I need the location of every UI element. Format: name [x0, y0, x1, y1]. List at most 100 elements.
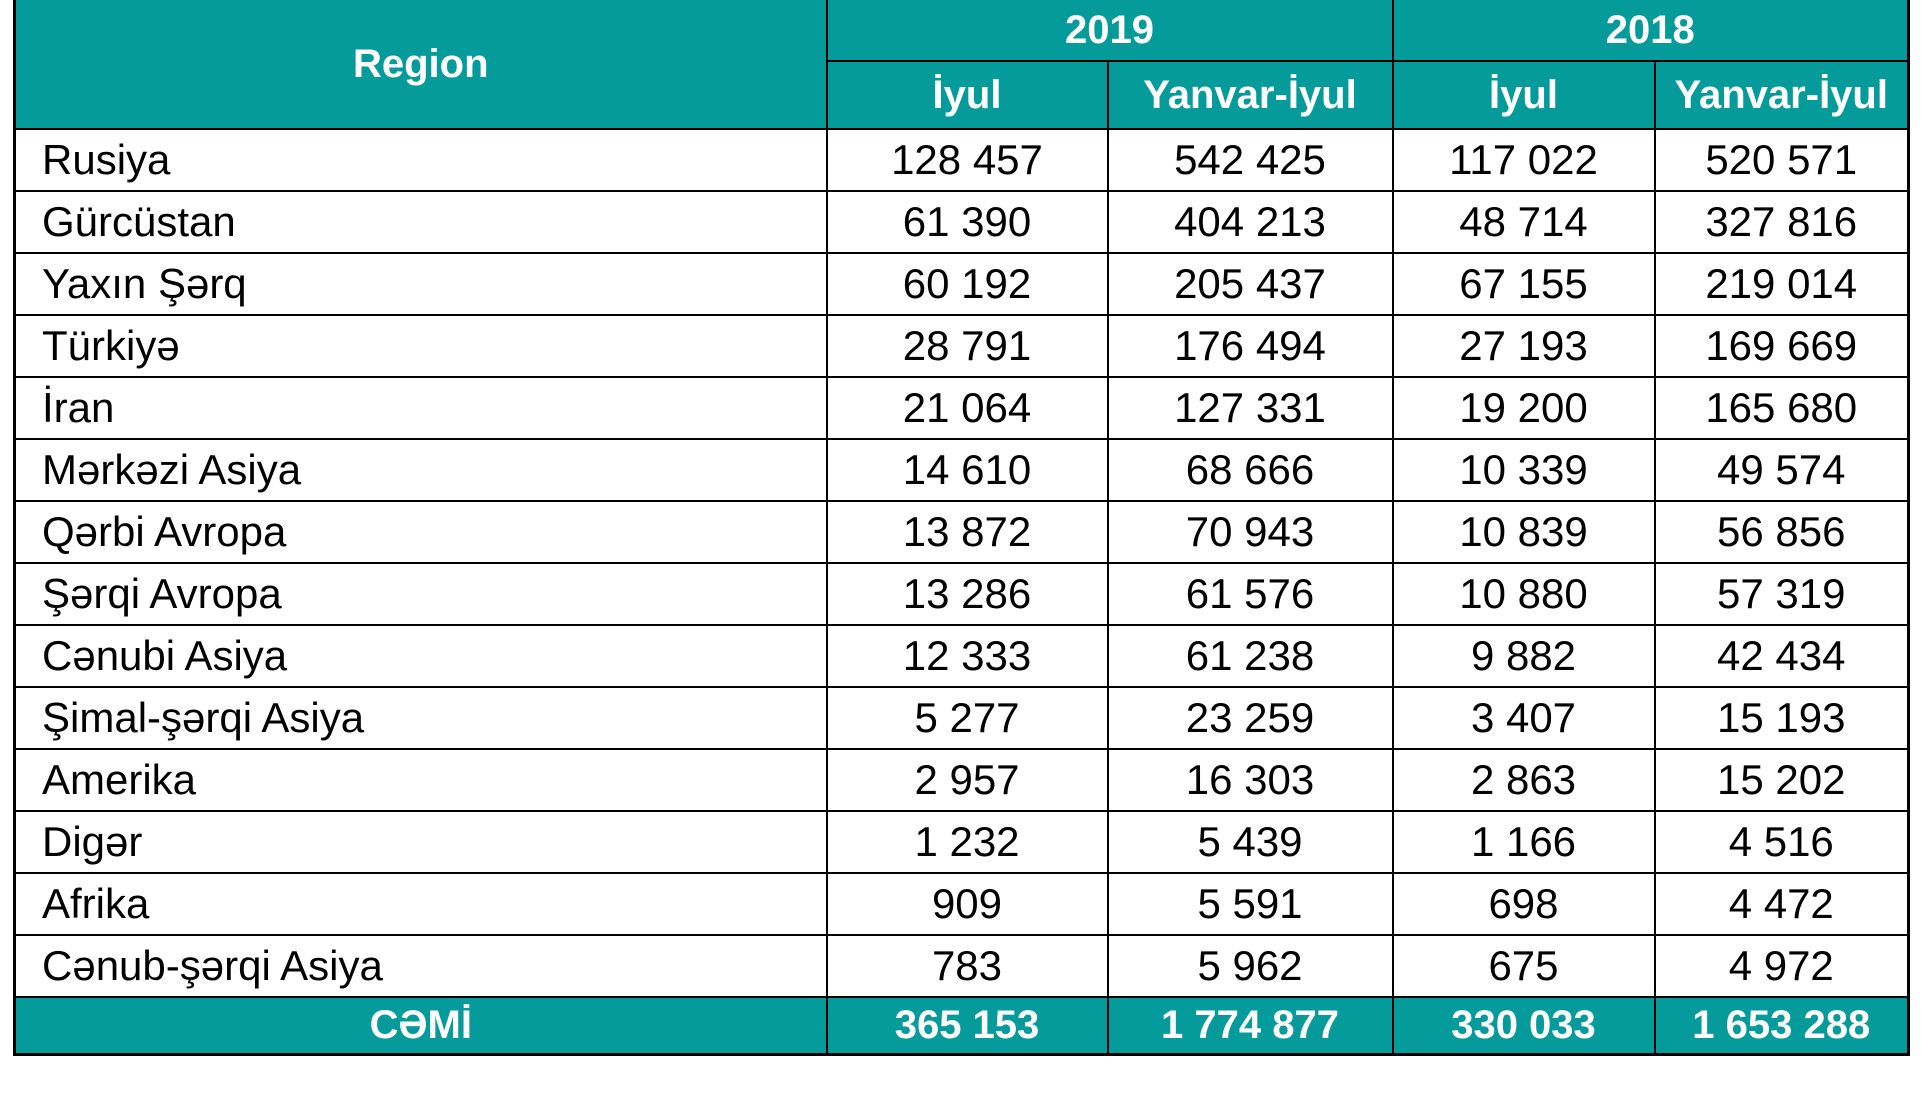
value-cell: 61 390: [825, 190, 1109, 254]
table-row: Şərqi Avropa 13 286 61 576 10 880 57 319: [13, 562, 1910, 626]
table-row: Cənubi Asiya 12 333 61 238 9 882 42 434: [13, 624, 1910, 688]
table-row: Türkiyə 28 791 176 494 27 193 169 669: [13, 314, 1910, 378]
table-row: Şimal-şərqi Asiya 5 277 23 259 3 407 15 193: [13, 686, 1910, 750]
month-header-row: İyul Yanvar-İyul İyul Yanvar-İyul: [15, 60, 1910, 130]
value-cell: 5 591: [1106, 872, 1394, 936]
value-cell: 3 407: [1391, 686, 1656, 750]
value-cell: 57 319: [1653, 562, 1910, 626]
region-name-cell: İran: [13, 376, 828, 440]
region-name-cell: Gürcüstan: [13, 190, 828, 254]
table-row: Amerika 2 957 16 303 2 863 15 202: [13, 748, 1910, 812]
value-cell: 60 192: [825, 252, 1109, 316]
value-cell: 909: [825, 872, 1109, 936]
table-row: Rusiya 128 457 542 425 117 022 520 571: [13, 128, 1910, 192]
table-row: İran 21 064 127 331 19 200 165 680: [13, 376, 1910, 440]
month-header-2019-yanvar-iyul: Yanvar-İyul: [1106, 60, 1394, 130]
value-cell: 176 494: [1106, 314, 1394, 378]
value-cell: 70 943: [1106, 500, 1394, 564]
value-cell: 28 791: [825, 314, 1109, 378]
value-cell: 5 962: [1106, 934, 1394, 998]
value-cell: 5 439: [1106, 810, 1394, 874]
value-cell: 68 666: [1106, 438, 1394, 502]
value-cell: 16 303: [1106, 748, 1394, 812]
region-name-cell: Digər: [13, 810, 828, 874]
table-header: Region 2019 2018 İyul Yanvar-İyul İyul Y…: [13, 0, 1910, 130]
value-cell: 49 574: [1653, 438, 1910, 502]
value-cell: 23 259: [1106, 686, 1394, 750]
value-cell: 5 277: [825, 686, 1109, 750]
value-cell: 698: [1391, 872, 1656, 936]
value-cell: 675: [1391, 934, 1656, 998]
value-cell: 169 669: [1653, 314, 1910, 378]
value-cell: 4 472: [1653, 872, 1910, 936]
total-row: CƏMİ 365 153 1 774 877 330 033 1 653 288: [13, 996, 1910, 1055]
region-name-cell: Rusiya: [13, 128, 828, 192]
table-row: Qərbi Avropa 13 872 70 943 10 839 56 856: [13, 500, 1910, 564]
value-cell: 127 331: [1106, 376, 1394, 440]
value-cell: 10 839: [1391, 500, 1656, 564]
region-name-cell: Yaxın Şərq: [13, 252, 828, 316]
month-header-2018-iyul: İyul: [1391, 60, 1656, 130]
value-cell: 21 064: [825, 376, 1109, 440]
value-cell: 520 571: [1653, 128, 1910, 192]
value-cell: 56 856: [1653, 500, 1910, 564]
value-cell: 783: [825, 934, 1109, 998]
table-row: Cənub-şərqi Asiya 783 5 962 675 4 972: [13, 934, 1910, 998]
table-body: Rusiya 128 457 542 425 117 022 520 571 Gürcüs…: [13, 128, 1910, 998]
value-cell: 165 680: [1653, 376, 1910, 440]
region-name-cell: Mərkəzi Asiya: [13, 438, 828, 502]
value-cell: 61 238: [1106, 624, 1394, 688]
regions-statistics-table: Region 2019 2018 İyul Yanvar-İyul İyul Y…: [13, 0, 1910, 1056]
month-header-2019-iyul: İyul: [825, 60, 1109, 130]
value-cell: 10 339: [1391, 438, 1656, 502]
value-cell: 327 816: [1653, 190, 1910, 254]
value-cell: 15 193: [1653, 686, 1910, 750]
value-cell: 27 193: [1391, 314, 1656, 378]
table-row: Yaxın Şərq 60 192 205 437 67 155 219 014: [13, 252, 1910, 316]
total-value-cell: 1 653 288: [1653, 996, 1910, 1055]
table-row: Afrika 909 5 591 698 4 472: [13, 872, 1910, 936]
total-value-cell: 1 774 877: [1106, 996, 1394, 1055]
value-cell: 67 155: [1391, 252, 1656, 316]
value-cell: 10 880: [1391, 562, 1656, 626]
region-name-cell: Qərbi Avropa: [13, 500, 828, 564]
value-cell: 9 882: [1391, 624, 1656, 688]
region-name-cell: Amerika: [13, 748, 828, 812]
value-cell: 2 957: [825, 748, 1109, 812]
region-name-cell: Şimal-şərqi Asiya: [13, 686, 828, 750]
value-cell: 2 863: [1391, 748, 1656, 812]
value-cell: 48 714: [1391, 190, 1656, 254]
region-name-cell: Afrika: [13, 872, 828, 936]
value-cell: 19 200: [1391, 376, 1656, 440]
total-value-cell: 330 033: [1391, 996, 1656, 1055]
year-2018-header: 2018: [1391, 0, 1910, 62]
value-cell: 15 202: [1653, 748, 1910, 812]
value-cell: 4 972: [1653, 934, 1910, 998]
table-footer: CƏMİ 365 153 1 774 877 330 033 1 653 288: [13, 996, 1910, 1055]
value-cell: 205 437: [1106, 252, 1394, 316]
table-row: Gürcüstan 61 390 404 213 48 714 327 816: [13, 190, 1910, 254]
value-cell: 1 166: [1391, 810, 1656, 874]
value-cell: 13 872: [825, 500, 1109, 564]
total-value-cell: 365 153: [825, 996, 1109, 1055]
table-row: Digər 1 232 5 439 1 166 4 516: [13, 810, 1910, 874]
region-column-header: Region: [13, 0, 828, 130]
value-cell: 13 286: [825, 562, 1109, 626]
value-cell: 404 213: [1106, 190, 1394, 254]
region-name-cell: Cənubi Asiya: [13, 624, 828, 688]
region-name-cell: Cənub-şərqi Asiya: [13, 934, 828, 998]
table-row: Mərkəzi Asiya 14 610 68 666 10 339 49 574: [13, 438, 1910, 502]
value-cell: 4 516: [1653, 810, 1910, 874]
value-cell: 14 610: [825, 438, 1109, 502]
value-cell: 219 014: [1653, 252, 1910, 316]
value-cell: 117 022: [1391, 128, 1656, 192]
value-cell: 1 232: [825, 810, 1109, 874]
year-2019-header: 2019: [825, 0, 1394, 62]
value-cell: 61 576: [1106, 562, 1394, 626]
total-label-cell: CƏMİ: [13, 996, 828, 1055]
region-name-cell: Türkiyə: [13, 314, 828, 378]
value-cell: 542 425: [1106, 128, 1394, 192]
year-header-row: Region 2019 2018: [13, 0, 1910, 130]
value-cell: 128 457: [825, 128, 1109, 192]
